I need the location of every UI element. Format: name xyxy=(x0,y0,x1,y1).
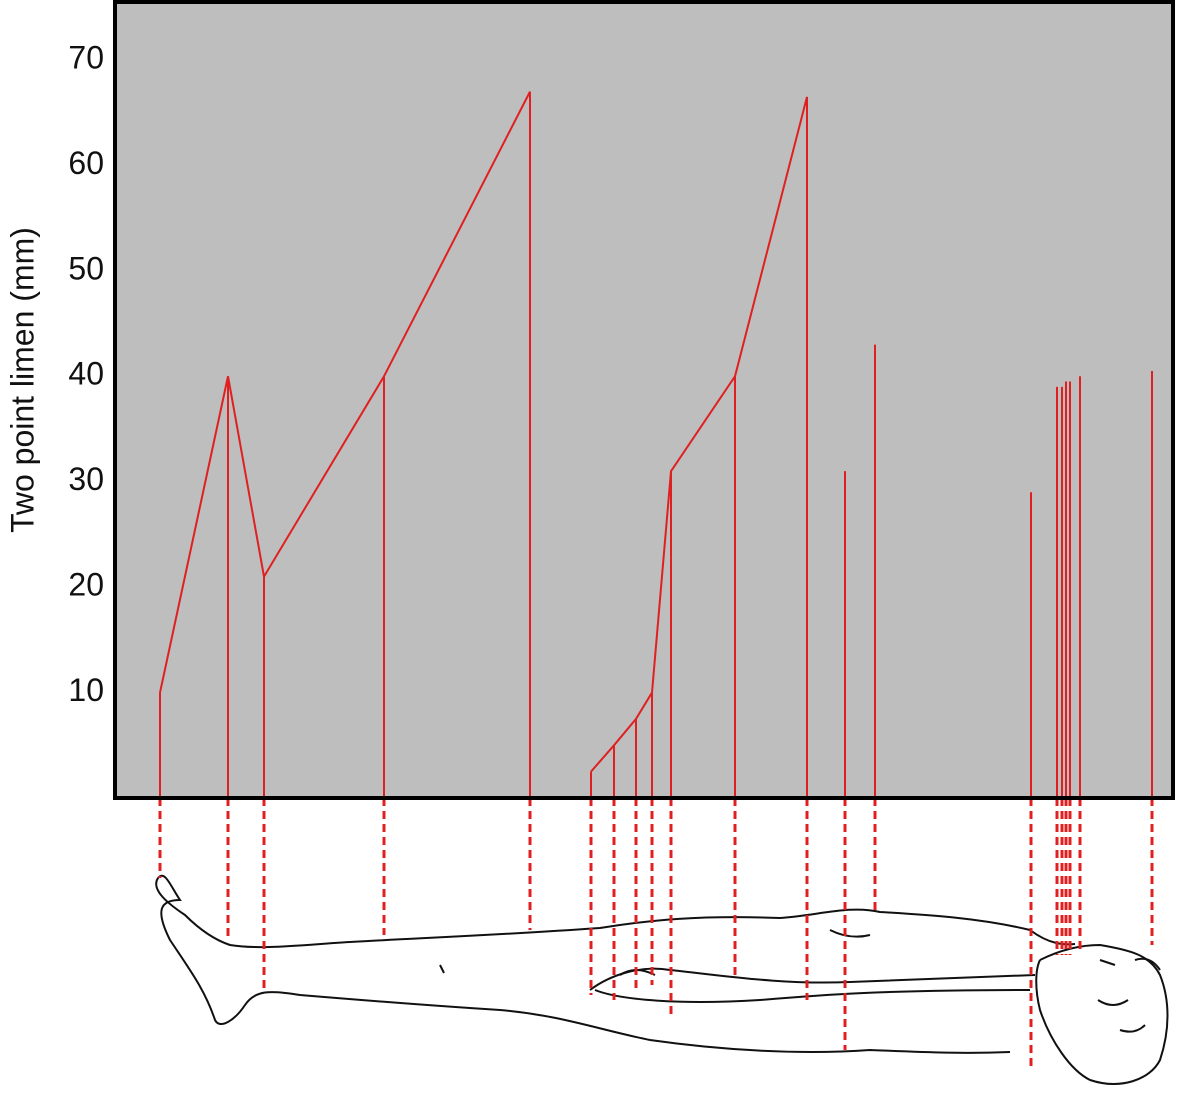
plot-area xyxy=(115,2,1173,798)
y-tick-label: 20 xyxy=(68,567,104,603)
y-tick-label: 60 xyxy=(68,145,104,181)
y-tick-label: 40 xyxy=(68,356,104,392)
plot-frame xyxy=(113,0,1175,800)
y-axis-label: Two point limen (mm) xyxy=(4,227,40,533)
y-tick-label: 30 xyxy=(68,461,104,497)
body-outline xyxy=(155,874,1169,1085)
y-tick-label: 70 xyxy=(68,39,104,75)
connector xyxy=(159,91,531,693)
y-tick-label: 50 xyxy=(68,250,104,286)
connector xyxy=(590,96,808,773)
y-tick-label: 10 xyxy=(68,672,104,708)
